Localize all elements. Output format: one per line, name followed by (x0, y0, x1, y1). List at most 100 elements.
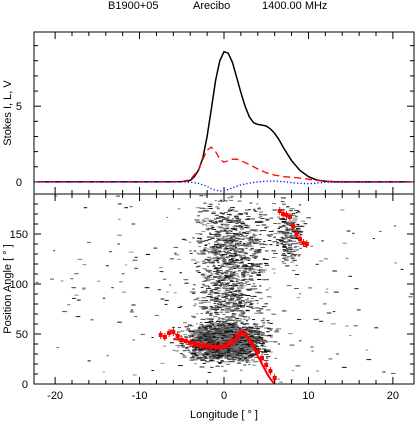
density-stroke (260, 344, 264, 346)
density-stroke (204, 195, 207, 197)
density-stroke (240, 293, 243, 295)
density-stroke (243, 267, 248, 269)
pa-data-point (184, 339, 188, 343)
density-stroke (224, 276, 228, 278)
density-stroke (223, 309, 228, 311)
density-stroke (206, 329, 209, 331)
density-stroke (195, 297, 198, 299)
density-stroke (122, 291, 126, 293)
density-stroke (208, 332, 214, 334)
density-stroke (249, 268, 255, 270)
density-stroke (232, 273, 235, 274)
density-stroke (290, 247, 293, 249)
density-stroke (231, 260, 237, 262)
density-stroke (208, 336, 211, 338)
density-stroke (229, 219, 234, 221)
density-stroke (239, 348, 244, 349)
density-stroke (203, 333, 208, 335)
density-stroke (204, 277, 210, 279)
density-stroke (214, 200, 217, 201)
density-stroke (231, 292, 234, 294)
density-stroke (274, 331, 280, 333)
density-stroke (206, 301, 212, 303)
density-stroke (239, 256, 243, 258)
density-stroke (257, 346, 260, 347)
density-stroke (238, 355, 244, 357)
density-stroke (241, 235, 244, 237)
density-stroke (215, 350, 218, 352)
density-stroke (251, 265, 256, 267)
density-stroke (393, 225, 397, 227)
density-stroke (252, 253, 257, 255)
density-stroke (182, 354, 185, 356)
density-stroke (196, 330, 200, 332)
density-stroke (217, 343, 221, 345)
density-stroke (260, 247, 266, 248)
pa-measurements (158, 207, 309, 382)
density-stroke (224, 252, 228, 254)
density-stroke (288, 236, 293, 238)
density-stroke (226, 282, 231, 284)
density-stroke (280, 197, 286, 199)
density-stroke (82, 288, 86, 290)
density-stroke (254, 210, 258, 212)
density-stroke (213, 282, 219, 284)
density-stroke (197, 215, 201, 217)
density-stroke (218, 362, 222, 364)
density-stroke (151, 370, 155, 371)
density-stroke (102, 371, 105, 373)
density-stroke (191, 259, 196, 261)
density-stroke (197, 339, 200, 341)
density-stroke (218, 277, 222, 279)
density-stroke (232, 334, 237, 336)
density-stroke (225, 277, 231, 278)
density-stroke (202, 355, 205, 357)
density-stroke (106, 355, 109, 357)
density-stroke (216, 253, 220, 255)
density-stroke (232, 218, 235, 220)
density-stroke (263, 335, 268, 337)
density-stroke (239, 345, 243, 347)
density-stroke (256, 265, 261, 267)
density-stroke (213, 296, 217, 298)
density-stroke (217, 238, 221, 240)
density-stroke (250, 330, 253, 332)
density-stroke (233, 253, 236, 255)
density-stroke (196, 265, 201, 267)
density-stroke (326, 312, 332, 314)
density-stroke (213, 315, 218, 317)
density-stroke (230, 197, 233, 198)
density-stroke (212, 342, 218, 344)
density-stroke (220, 293, 224, 295)
density-stroke (234, 225, 238, 227)
density-stroke (181, 238, 187, 240)
density-stroke (296, 242, 300, 244)
density-stroke (231, 237, 235, 239)
density-stroke (211, 336, 215, 338)
pa-data-point (284, 213, 289, 217)
density-stroke (214, 337, 219, 339)
density-stroke (197, 327, 201, 329)
density-stroke (200, 353, 203, 355)
density-stroke (245, 224, 248, 226)
density-stroke (235, 355, 240, 357)
density-stroke (214, 287, 219, 289)
density-stroke (224, 333, 228, 335)
density-stroke (215, 340, 219, 342)
density-stroke (231, 293, 237, 295)
density-stroke (273, 252, 278, 254)
density-stroke (285, 265, 290, 267)
density-stroke (236, 344, 241, 346)
density-stroke (207, 350, 211, 352)
density-stroke (226, 213, 231, 215)
density-stroke (217, 242, 220, 244)
density-stroke (226, 235, 231, 237)
density-stroke (212, 257, 218, 259)
density-stroke (109, 251, 113, 253)
density-stroke (206, 323, 212, 325)
density-stroke (277, 378, 280, 380)
density-stroke (266, 234, 272, 236)
density-stroke (244, 247, 248, 249)
density-stroke (237, 220, 241, 222)
density-stroke (164, 299, 169, 301)
